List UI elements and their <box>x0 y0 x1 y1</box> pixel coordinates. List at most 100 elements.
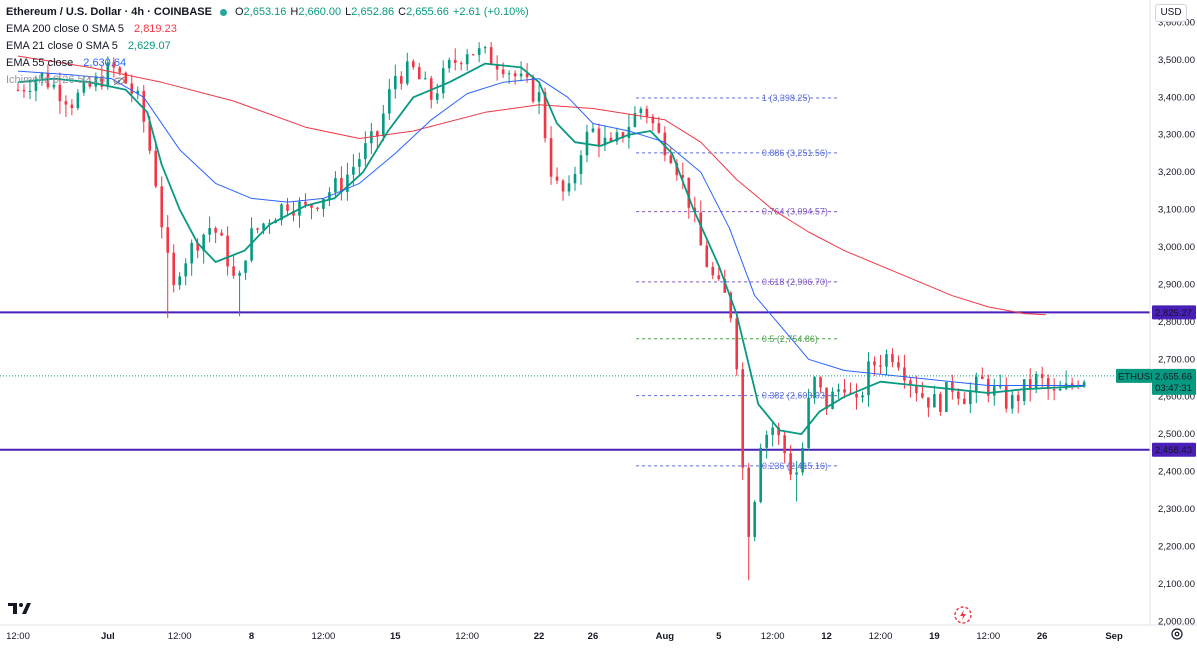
candle-body <box>1034 374 1038 389</box>
indicator-label: Ichimoku 9 26 52 26 <box>6 74 106 86</box>
candle-body <box>951 382 954 392</box>
x-tick-label: 12:00 <box>168 631 192 642</box>
candle-body <box>196 242 199 251</box>
fib-level-label: 1 (3,398.25) <box>762 93 811 103</box>
candle-body <box>501 69 505 75</box>
candle-body <box>980 376 984 379</box>
candle-body <box>310 204 313 208</box>
candle-body <box>447 59 451 69</box>
indicator-label: EMA 21 close 0 SMA 5 <box>6 40 118 52</box>
ohlc-low: L2,652.86 <box>345 6 395 18</box>
candle-body <box>184 263 187 277</box>
candle-body <box>957 391 960 399</box>
candle-body <box>172 252 175 286</box>
candle-body <box>190 242 193 264</box>
candle-body <box>453 59 457 63</box>
candle-body <box>699 212 703 246</box>
candle-body <box>687 177 691 208</box>
candle-body <box>986 378 990 396</box>
candle-body <box>70 104 74 109</box>
candle-body <box>322 199 325 209</box>
candle-body <box>717 275 721 280</box>
indicator-label: EMA 200 close 0 SMA 5 <box>6 23 125 35</box>
candle-body <box>998 386 1002 388</box>
symbol-title[interactable]: Ethereum / U.S. Dollar · 4h · COINBASE <box>6 6 212 18</box>
horizontal-line-tag-label: 2,825.27 <box>1155 308 1192 319</box>
candle-body <box>921 393 924 398</box>
currency-button[interactable]: USD <box>1155 4 1187 22</box>
candle-body <box>238 272 241 276</box>
gear-icon[interactable] <box>1171 628 1183 640</box>
candle-body <box>597 128 601 146</box>
candle-body <box>352 166 355 175</box>
candle-body <box>1058 388 1062 391</box>
candle-body <box>46 73 50 88</box>
candle-body <box>417 67 421 80</box>
ema-series-line[interactable] <box>17 55 1046 316</box>
candle-body <box>34 79 38 91</box>
candle-body <box>130 83 134 94</box>
indicator-ichimoku[interactable]: Ichimoku 9 26 52 26 <box>6 72 529 89</box>
candle-body <box>154 150 158 187</box>
y-tick-label: 2,500.00 <box>1158 429 1195 440</box>
bar-countdown-label: 03:47:31 <box>1155 383 1192 394</box>
last-price-tag <box>1152 368 1196 395</box>
candle-body <box>885 354 888 367</box>
candle-body <box>519 73 523 77</box>
indicator-ema200[interactable]: EMA 200 close 0 SMA 5 2,819.23 <box>6 21 529 38</box>
candle-body <box>166 227 170 253</box>
lightning-icon[interactable] <box>954 606 972 624</box>
candle-body <box>639 108 643 114</box>
fib-level-label: 0.5 (2,754.86) <box>762 334 818 344</box>
fib-level-label: 0.618 (2,906.70) <box>762 277 828 287</box>
fib-level-label: 0.886 (3,251.56) <box>762 148 828 158</box>
candle-body <box>364 143 367 160</box>
candle-body <box>100 77 104 87</box>
indicator-label: EMA 55 close <box>6 57 74 69</box>
chart-legend: Ethereum / U.S. Dollar · 4h · COINBASE O… <box>6 4 529 89</box>
candle-body <box>651 116 655 124</box>
indicator-ema55[interactable]: EMA 55 close 2,630.64 <box>6 55 529 72</box>
candle-body <box>603 137 607 146</box>
candle-body <box>106 62 110 87</box>
candle-body <box>58 84 62 102</box>
candle-body <box>549 138 553 177</box>
tradingview-logo-icon[interactable] <box>8 600 32 616</box>
candle-body <box>202 234 205 251</box>
candle-body <box>789 453 792 475</box>
candle-body <box>669 155 673 164</box>
candle-body <box>591 128 595 132</box>
ema-series-line[interactable] <box>17 70 1086 386</box>
ohlc-open: O2,653.16 <box>234 6 287 18</box>
price-axis[interactable]: 2,000.00 2,100.00 2,200.00 2,300.00 2,400.00… <box>1158 17 1195 627</box>
candle-body <box>633 113 637 127</box>
candle-body <box>495 64 499 70</box>
candle-body <box>262 223 265 230</box>
candle-body <box>765 434 768 448</box>
candle-body <box>394 76 397 90</box>
candle-body <box>1040 374 1044 379</box>
candle-body <box>867 361 870 396</box>
candle-body <box>76 92 80 109</box>
candle-body <box>400 76 403 84</box>
ema-series-line[interactable] <box>17 62 1086 435</box>
fib-level-label: 0.764 (3,094.57) <box>762 207 828 217</box>
candle-body <box>226 235 229 267</box>
candle-body <box>705 245 709 267</box>
candle-body <box>64 101 68 105</box>
eye-hidden-icon[interactable] <box>113 76 125 86</box>
candle-body <box>843 389 846 393</box>
y-tick-label: 3,400.00 <box>1158 92 1195 103</box>
horizontal-lines <box>0 311 1150 451</box>
candle-body <box>855 393 858 398</box>
symbol-tag-label: ETHUSD <box>1118 371 1157 382</box>
indicator-ema21[interactable]: EMA 21 close 0 SMA 5 2,629.07 <box>6 38 529 55</box>
candle-body <box>220 232 223 236</box>
candle-body <box>525 73 529 78</box>
candle-body <box>118 67 122 73</box>
candle-body <box>441 68 445 94</box>
candle-body <box>1004 386 1008 409</box>
time-axis[interactable]: 12:00 Jul 12:00 8 12:00 15 12:00 22 26 Aug 5 12:00 1… <box>6 631 1123 642</box>
y-tick-label: 3,500.00 <box>1158 55 1195 66</box>
